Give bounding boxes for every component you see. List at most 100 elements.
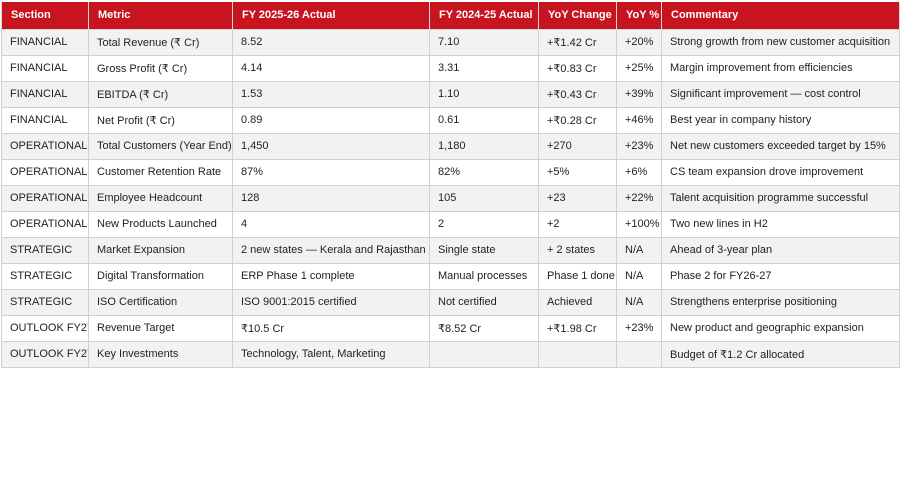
cell-commentary[interactable]: Strengthens enterprise positioning bbox=[661, 288, 900, 316]
cell-section[interactable]: OPERATIONAL bbox=[1, 158, 89, 186]
cell-metric[interactable]: Customer Retention Rate bbox=[88, 158, 233, 186]
cell-fy2025-actual[interactable]: 1,180 bbox=[429, 132, 539, 160]
cell-metric[interactable]: Total Customers (Year End) bbox=[88, 132, 233, 160]
cell-fy2025-actual[interactable]: 1.10 bbox=[429, 80, 539, 108]
cell-yoy-percent[interactable]: +23% bbox=[616, 132, 662, 160]
cell-metric[interactable]: Gross Profit (₹ Cr) bbox=[88, 54, 233, 82]
cell-yoy-percent[interactable]: +46% bbox=[616, 106, 662, 134]
cell-section[interactable]: FINANCIAL bbox=[1, 106, 89, 134]
cell-yoy-percent[interactable]: +6% bbox=[616, 158, 662, 186]
cell-fy2026-actual[interactable]: ₹10.5 Cr bbox=[232, 314, 430, 342]
cell-yoy-change[interactable]: +₹0.28 Cr bbox=[538, 106, 617, 134]
cell-metric[interactable]: Employee Headcount bbox=[88, 184, 233, 212]
column-header-fy2026-actual[interactable]: FY 2025-26 Actual bbox=[232, 2, 430, 30]
cell-fy2026-actual[interactable]: 0.89 bbox=[232, 106, 430, 134]
cell-yoy-percent[interactable]: N/A bbox=[616, 288, 662, 316]
cell-commentary[interactable]: Strong growth from new customer acquisit… bbox=[661, 28, 900, 56]
cell-yoy-change[interactable]: Achieved bbox=[538, 288, 617, 316]
cell-yoy-percent[interactable]: +23% bbox=[616, 314, 662, 342]
cell-yoy-percent[interactable]: +20% bbox=[616, 28, 662, 56]
cell-commentary[interactable]: Ahead of 3-year plan bbox=[661, 236, 900, 264]
column-header-yoy-percent[interactable]: YoY % bbox=[616, 2, 662, 30]
cell-fy2025-actual[interactable]: ₹8.52 Cr bbox=[429, 314, 539, 342]
cell-section[interactable]: FINANCIAL bbox=[1, 28, 89, 56]
cell-fy2026-actual[interactable]: 1,450 bbox=[232, 132, 430, 160]
cell-fy2025-actual[interactable]: 2 bbox=[429, 210, 539, 238]
cell-section[interactable]: STRATEGIC bbox=[1, 262, 89, 290]
cell-metric[interactable]: Net Profit (₹ Cr) bbox=[88, 106, 233, 134]
cell-yoy-percent[interactable]: +39% bbox=[616, 80, 662, 108]
cell-metric[interactable]: EBITDA (₹ Cr) bbox=[88, 80, 233, 108]
cell-section[interactable]: FINANCIAL bbox=[1, 54, 89, 82]
cell-yoy-percent[interactable] bbox=[616, 340, 662, 368]
cell-yoy-percent[interactable]: +100% bbox=[616, 210, 662, 238]
cell-yoy-percent[interactable]: +22% bbox=[616, 184, 662, 212]
cell-yoy-change[interactable]: +23 bbox=[538, 184, 617, 212]
column-header-commentary[interactable]: Commentary bbox=[661, 2, 900, 30]
cell-commentary[interactable]: New product and geographic expansion bbox=[661, 314, 900, 342]
cell-yoy-change[interactable]: +₹0.83 Cr bbox=[538, 54, 617, 82]
cell-fy2025-actual[interactable]: Not certified bbox=[429, 288, 539, 316]
summary-table: Section Metric FY 2025-26 Actual FY 2024… bbox=[1, 2, 900, 368]
cell-yoy-change[interactable]: +2 bbox=[538, 210, 617, 238]
cell-metric[interactable]: Total Revenue (₹ Cr) bbox=[88, 28, 233, 56]
cell-fy2025-actual[interactable]: Manual processes bbox=[429, 262, 539, 290]
cell-section[interactable]: STRATEGIC bbox=[1, 288, 89, 316]
table-row: OPERATIONAL Total Customers (Year End) 1… bbox=[1, 132, 900, 160]
cell-yoy-percent[interactable]: +25% bbox=[616, 54, 662, 82]
column-header-fy2025-actual[interactable]: FY 2024-25 Actual bbox=[429, 2, 539, 30]
column-header-metric[interactable]: Metric bbox=[88, 2, 233, 30]
cell-fy2025-actual[interactable]: 105 bbox=[429, 184, 539, 212]
cell-section[interactable]: OPERATIONAL bbox=[1, 184, 89, 212]
cell-fy2026-actual[interactable]: 128 bbox=[232, 184, 430, 212]
cell-yoy-change[interactable]: +₹1.42 Cr bbox=[538, 28, 617, 56]
cell-commentary[interactable]: Net new customers exceeded target by 15% bbox=[661, 132, 900, 160]
cell-fy2025-actual[interactable] bbox=[429, 340, 539, 368]
cell-commentary[interactable]: Budget of ₹1.2 Cr allocated bbox=[661, 340, 900, 368]
cell-commentary[interactable]: CS team expansion drove improvement bbox=[661, 158, 900, 186]
cell-commentary[interactable]: Margin improvement from efficiencies bbox=[661, 54, 900, 82]
cell-fy2026-actual[interactable]: 2 new states — Kerala and Rajasthan bbox=[232, 236, 430, 264]
cell-yoy-change[interactable]: Phase 1 done bbox=[538, 262, 617, 290]
cell-section[interactable]: OPERATIONAL bbox=[1, 132, 89, 160]
cell-metric[interactable]: Key Investments bbox=[88, 340, 233, 368]
cell-fy2025-actual[interactable]: 0.61 bbox=[429, 106, 539, 134]
cell-metric[interactable]: ISO Certification bbox=[88, 288, 233, 316]
cell-metric[interactable]: Market Expansion bbox=[88, 236, 233, 264]
cell-yoy-change[interactable]: +₹1.98 Cr bbox=[538, 314, 617, 342]
cell-fy2026-actual[interactable]: 1.53 bbox=[232, 80, 430, 108]
cell-yoy-percent[interactable]: N/A bbox=[616, 236, 662, 264]
cell-yoy-change[interactable] bbox=[538, 340, 617, 368]
cell-metric[interactable]: Revenue Target bbox=[88, 314, 233, 342]
cell-fy2026-actual[interactable]: 4.14 bbox=[232, 54, 430, 82]
cell-yoy-percent[interactable]: N/A bbox=[616, 262, 662, 290]
cell-yoy-change[interactable]: +270 bbox=[538, 132, 617, 160]
cell-commentary[interactable]: Best year in company history bbox=[661, 106, 900, 134]
cell-section[interactable]: OUTLOOK FY27 bbox=[1, 314, 89, 342]
cell-yoy-change[interactable]: + 2 states bbox=[538, 236, 617, 264]
cell-section[interactable]: FINANCIAL bbox=[1, 80, 89, 108]
cell-section[interactable]: OPERATIONAL bbox=[1, 210, 89, 238]
column-header-section[interactable]: Section bbox=[1, 2, 89, 30]
cell-fy2025-actual[interactable]: 3.31 bbox=[429, 54, 539, 82]
cell-commentary[interactable]: Phase 2 for FY26-27 bbox=[661, 262, 900, 290]
cell-fy2026-actual[interactable]: ERP Phase 1 complete bbox=[232, 262, 430, 290]
cell-yoy-change[interactable]: +5% bbox=[538, 158, 617, 186]
cell-metric[interactable]: Digital Transformation bbox=[88, 262, 233, 290]
cell-fy2026-actual[interactable]: Technology, Talent, Marketing bbox=[232, 340, 430, 368]
cell-fy2025-actual[interactable]: 7.10 bbox=[429, 28, 539, 56]
cell-fy2025-actual[interactable]: Single state bbox=[429, 236, 539, 264]
cell-fy2026-actual[interactable]: 4 bbox=[232, 210, 430, 238]
cell-fy2026-actual[interactable]: 87% bbox=[232, 158, 430, 186]
cell-metric[interactable]: New Products Launched bbox=[88, 210, 233, 238]
cell-section[interactable]: STRATEGIC bbox=[1, 236, 89, 264]
column-header-yoy-change[interactable]: YoY Change bbox=[538, 2, 617, 30]
cell-section[interactable]: OUTLOOK FY27 bbox=[1, 340, 89, 368]
cell-fy2026-actual[interactable]: ISO 9001:2015 certified bbox=[232, 288, 430, 316]
cell-commentary[interactable]: Significant improvement — cost control bbox=[661, 80, 900, 108]
cell-commentary[interactable]: Talent acquisition programme successful bbox=[661, 184, 900, 212]
cell-yoy-change[interactable]: +₹0.43 Cr bbox=[538, 80, 617, 108]
cell-commentary[interactable]: Two new lines in H2 bbox=[661, 210, 900, 238]
cell-fy2026-actual[interactable]: 8.52 bbox=[232, 28, 430, 56]
cell-fy2025-actual[interactable]: 82% bbox=[429, 158, 539, 186]
